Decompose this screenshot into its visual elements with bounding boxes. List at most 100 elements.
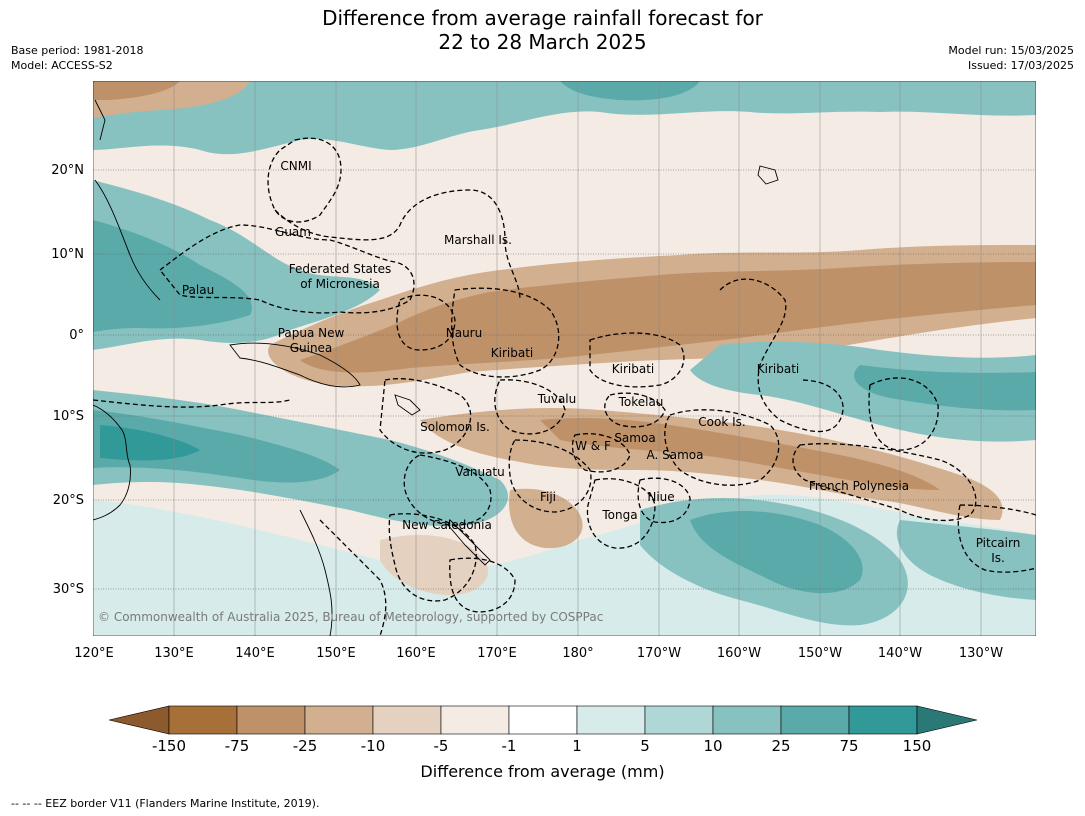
field-south-teal-east-core bbox=[854, 365, 1036, 411]
eez-cnmi bbox=[267, 137, 342, 223]
label-american-samoa: A. Samoa bbox=[647, 448, 704, 462]
colorbar-swatch bbox=[508, 705, 578, 735]
colorbar-swatch bbox=[576, 705, 646, 735]
title-line-2: 22 to 28 March 2025 bbox=[438, 30, 647, 54]
eez-tokelau bbox=[604, 392, 666, 428]
philippines-coast bbox=[94, 179, 161, 301]
label-guam: Guam bbox=[275, 225, 311, 239]
field-palau-teal-core bbox=[93, 220, 252, 332]
eez-tonga bbox=[586, 478, 656, 549]
label-solomon: Solomon Is. bbox=[420, 420, 490, 434]
lon-tick: 130°W bbox=[959, 646, 1003, 661]
copyright-notice: © Commonwealth of Australia 2025, Bureau… bbox=[98, 610, 603, 624]
colorbar-tick-label: 75 bbox=[839, 737, 858, 755]
colorbar-tick-label: -10 bbox=[361, 737, 386, 755]
colorbar-tick-label: -25 bbox=[293, 737, 318, 755]
lat-tick: 0° bbox=[69, 328, 84, 343]
colorbar-swatch bbox=[168, 705, 238, 735]
lat-tick: 10°S bbox=[53, 409, 84, 424]
label-cook: Cook Is. bbox=[698, 415, 745, 429]
eez-fiji bbox=[508, 439, 592, 513]
map-title: Difference from average rainfall forecas… bbox=[0, 6, 1085, 54]
colorbar-tick-label: -1 bbox=[502, 737, 517, 755]
colorbar-tick-label: 25 bbox=[771, 737, 790, 755]
lon-tick: 140°E bbox=[235, 646, 275, 661]
lon-tick: 140°W bbox=[878, 646, 922, 661]
label-french-polynesia: French Polynesia bbox=[809, 479, 909, 493]
colorbar-tick-label: -150 bbox=[152, 737, 186, 755]
place-labels: CNMI Guam Marshall Is. Federated States … bbox=[182, 159, 1020, 565]
lon-tick: 130°E bbox=[154, 646, 194, 661]
label-nauru: Nauru bbox=[446, 326, 482, 340]
model-run: Model run: 15/03/2025 bbox=[948, 44, 1074, 57]
rainfall-field bbox=[93, 81, 1036, 636]
eez-solomon bbox=[379, 378, 472, 454]
field-coral-teal-max bbox=[100, 425, 200, 461]
new-guinea-coast bbox=[229, 342, 361, 388]
eez-niue bbox=[637, 477, 691, 524]
colorbar-swatch bbox=[780, 705, 850, 735]
colorbar-tick-label: 150 bbox=[903, 737, 932, 755]
label-vanuatu: Vanuatu bbox=[455, 465, 505, 479]
label-kiribati-west: Kiribati bbox=[491, 346, 533, 360]
field-north-teal-core bbox=[560, 81, 700, 101]
field-south-teal-core bbox=[690, 510, 863, 594]
lon-tick: 150°E bbox=[316, 646, 356, 661]
label-tuvalu: Tuvalu bbox=[537, 392, 577, 406]
eez-pitcairn bbox=[957, 504, 1036, 573]
label-new-caledonia: New Caledonia bbox=[402, 518, 492, 532]
field-se-teal bbox=[896, 520, 1036, 600]
colorbar-extend-low bbox=[108, 705, 170, 735]
field-north-teal bbox=[93, 81, 1036, 155]
label-cnmi: CNMI bbox=[280, 159, 311, 173]
label-png-1: Papua New bbox=[278, 326, 345, 340]
meta-right: Model run: 15/03/2025 Issued: 17/03/2025 bbox=[948, 43, 1074, 73]
label-png-2: Guinea bbox=[290, 341, 333, 355]
lon-tick: 160°E bbox=[396, 646, 436, 661]
lat-tick-labels: 20°N 10°N 0° 10°S 20°S 30°S bbox=[51, 163, 84, 597]
label-kiribati-central: Kiribati bbox=[612, 362, 654, 376]
eez-australia-north bbox=[93, 399, 291, 408]
colorbar-tick-label: 1 bbox=[572, 737, 582, 755]
label-tonga: Tonga bbox=[601, 508, 637, 522]
lon-tick: 180° bbox=[562, 646, 593, 661]
field-fiji-brown bbox=[509, 488, 583, 549]
model-name: Model: ACCESS-S2 bbox=[11, 59, 113, 72]
field-spcz-brown-core bbox=[540, 417, 940, 490]
australia-east-coast bbox=[299, 509, 333, 636]
eez-borders bbox=[93, 137, 1036, 636]
eez-vanuatu bbox=[403, 454, 492, 526]
label-palau: Palau bbox=[182, 283, 214, 297]
australia-coast bbox=[93, 404, 131, 521]
base-period: Base period: 1981-2018 bbox=[11, 44, 144, 57]
eez-nauru bbox=[396, 294, 456, 351]
lon-tick: 150°W bbox=[798, 646, 842, 661]
lon-tick-labels: 120°E 130°E 140°E 150°E 160°E 170°E 180°… bbox=[74, 646, 1003, 661]
label-marshall: Marshall Is. bbox=[444, 233, 512, 247]
grid-lines bbox=[173, 81, 982, 636]
eez-kiribati-east bbox=[719, 278, 844, 433]
colorbar-swatch bbox=[304, 705, 374, 735]
colorbar-swatch bbox=[848, 705, 918, 735]
issued-date: Issued: 17/03/2025 bbox=[967, 59, 1074, 72]
colorbar-swatch bbox=[372, 705, 442, 735]
label-kiribati-east: Kiribati bbox=[757, 362, 799, 376]
label-samoa: Samoa bbox=[614, 431, 655, 445]
colorbar-swatch bbox=[712, 705, 782, 735]
map-canvas: CNMI Guam Marshall Is. Federated States … bbox=[51, 81, 1036, 755]
eez-fp-north bbox=[868, 377, 939, 451]
colorbar-title: Difference from average (mm) bbox=[420, 762, 665, 781]
eez-kiribati-central bbox=[589, 332, 685, 388]
eez-new-caledonia bbox=[388, 513, 477, 602]
eez-wf-samoa bbox=[571, 433, 631, 473]
lon-tick: 120°E bbox=[74, 646, 114, 661]
label-pitcairn-2: Is. bbox=[991, 551, 1005, 565]
lat-tick: 20°N bbox=[51, 163, 84, 178]
field-nw-brown-core bbox=[93, 81, 180, 100]
label-micronesia-2: of Micronesia bbox=[300, 277, 380, 291]
meta-left: Base period: 1981-2018 Model: ACCESS-S2 bbox=[11, 43, 143, 73]
taiwan-coast bbox=[94, 99, 106, 141]
eez-cook bbox=[664, 409, 780, 486]
label-tokelau: Tokelau bbox=[618, 395, 664, 409]
field-coral-teal-core bbox=[93, 410, 340, 483]
